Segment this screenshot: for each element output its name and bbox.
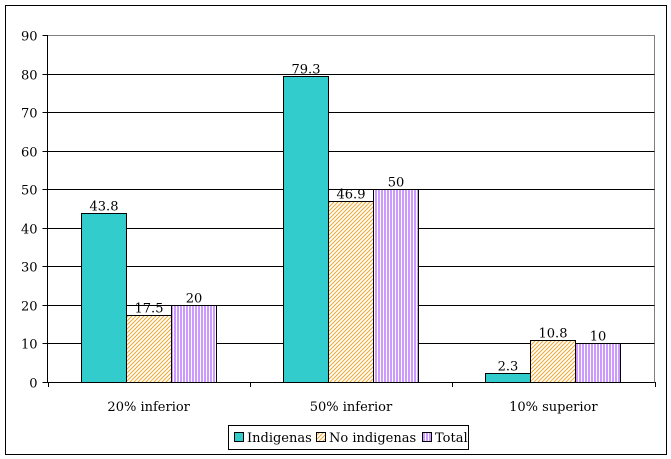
legend-swatch-no-indigenas xyxy=(316,432,326,442)
y-tick-label: 0 xyxy=(29,377,37,392)
y-tick-label: 30 xyxy=(21,261,38,276)
y-tick-label: 40 xyxy=(21,223,38,238)
y-tick-label: 60 xyxy=(21,146,38,161)
bar-indigenas xyxy=(81,213,127,383)
data-label: 50 xyxy=(388,176,405,191)
bar-total xyxy=(373,189,419,383)
data-label: 10 xyxy=(590,330,607,345)
legend-swatch-indigenas xyxy=(234,432,244,442)
y-tick-label: 90 xyxy=(21,30,38,45)
y-tick-label: 10 xyxy=(21,338,38,353)
y-tick-label: 70 xyxy=(21,107,38,122)
data-label: 17.5 xyxy=(135,302,164,317)
bar-total xyxy=(575,343,621,383)
legend-label-indigenas: Indigenas xyxy=(247,431,312,446)
y-tick-label: 50 xyxy=(21,184,38,199)
legend-label-no-indigenas: No indigenas xyxy=(329,431,416,446)
bar-indigenas xyxy=(485,373,531,383)
data-label: 10.8 xyxy=(539,327,568,342)
data-label: 2.3 xyxy=(498,360,519,375)
x-category-label: 50% inferior xyxy=(310,400,393,415)
data-label: 79.3 xyxy=(292,63,321,78)
bar-total xyxy=(171,305,217,383)
x-category-label: 10% superior xyxy=(509,400,598,415)
data-label: 43.8 xyxy=(90,200,119,215)
legend-swatch-total xyxy=(422,432,432,442)
legend: Indigenas No indigenas Total xyxy=(228,425,469,450)
bar-no-indigenas xyxy=(530,340,576,383)
y-tick-label: 20 xyxy=(21,300,38,315)
data-label: 46.9 xyxy=(337,188,366,203)
y-tick-label: 80 xyxy=(21,69,38,84)
bar-no-indigenas xyxy=(126,315,172,383)
legend-label-total: Total xyxy=(435,431,468,446)
x-category-label: 20% inferior xyxy=(107,400,190,415)
bar-indigenas xyxy=(283,76,329,383)
data-label: 20 xyxy=(186,292,203,307)
bar-no-indigenas xyxy=(328,201,374,383)
